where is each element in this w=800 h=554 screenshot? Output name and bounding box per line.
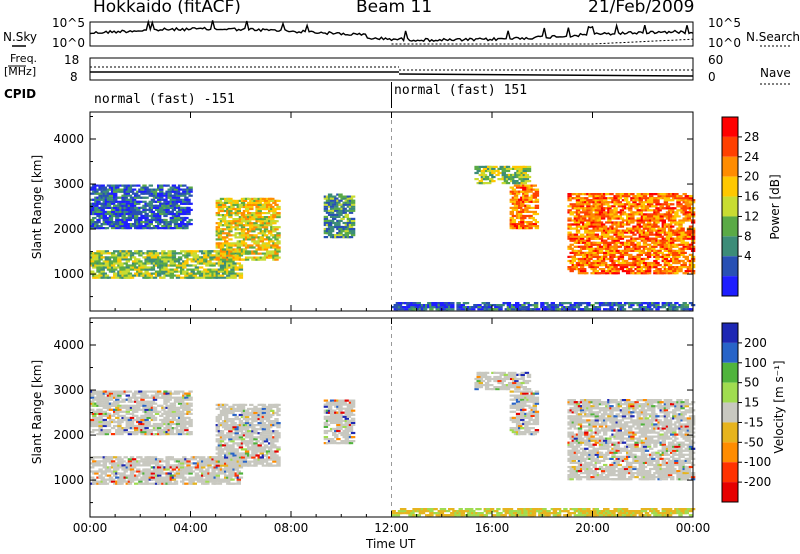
velocity-colorbar-tick-label: 50: [744, 376, 759, 390]
power-colorbar-swatch: [722, 276, 738, 296]
velocity-colorbar-swatch: [722, 422, 738, 443]
velocity-colorbar-tick-label: -100: [744, 455, 771, 469]
power-ytick-label: 3000: [53, 177, 84, 191]
nsky-tick-high: 10^5: [52, 16, 85, 30]
power-colorbar-tick-label: 28: [744, 130, 759, 144]
power-colorbar-swatch: [722, 176, 738, 197]
velocity-echo-cells: [90, 371, 696, 517]
nsky-series: [89, 19, 694, 43]
x-axis-label: Time UT: [366, 537, 416, 551]
x-tick-label: 20:00: [575, 521, 610, 535]
station-title: Hokkaido (fitACF): [93, 0, 241, 17]
nave-tick-low: 0: [708, 70, 716, 84]
power-colorbar-swatch: [722, 216, 738, 237]
nsearch-tick-low: 10^0: [708, 36, 741, 50]
power-colorbar-tick-label: 24: [744, 150, 759, 164]
nsearch-tick-high: 10^5: [708, 16, 741, 30]
velocity-colorbar-tick-label: 200: [744, 336, 767, 350]
power-colorbar-tick-label: 16: [744, 190, 759, 204]
freq-panel-frame: [89, 57, 694, 81]
velocity-colorbar-swatch: [722, 382, 738, 403]
freq-tick-high: 18: [64, 53, 80, 67]
cpid-label: CPID: [4, 87, 37, 101]
velocity-ytick-label: 3000: [53, 383, 84, 397]
power-colorbar-tick-label: 20: [744, 170, 759, 184]
x-tick-label: 00:00: [676, 521, 711, 535]
velocity-colorbar-swatch: [722, 342, 738, 363]
nsky-label: N.Sky: [3, 30, 38, 44]
power-colorbar-swatch: [722, 117, 738, 137]
nave-label: Nave: [760, 66, 791, 80]
x-tick-label: 12:00: [374, 521, 409, 535]
power-colorbar-swatch: [722, 156, 738, 177]
freq-tick-low: 8: [70, 70, 78, 84]
power-colorbar-swatch: [722, 236, 738, 257]
velocity-colorbar-swatch: [722, 462, 738, 483]
x-tick-label: 16:00: [475, 521, 510, 535]
power-colorbar-tick-label: 8: [744, 229, 752, 243]
nsearch-label: N.Search: [746, 30, 800, 44]
velocity-colorbar-swatch: [722, 402, 738, 423]
freq-unit: [MHz]: [4, 65, 37, 78]
freq-label: Freq.: [10, 52, 38, 65]
velocity-colorbar-swatch: [722, 482, 738, 502]
power-echo-cells: [90, 165, 696, 311]
freq-series-2: [399, 73, 694, 77]
power-ytick-label: 2000: [53, 222, 84, 236]
beam-title: Beam 11: [356, 0, 433, 17]
velocity-colorbar-tick-label: 15: [744, 396, 759, 410]
velocity-colorbar-swatch: [722, 442, 738, 463]
power-colorbar-swatch: [722, 136, 738, 157]
date-title: 21/Feb/2009: [588, 0, 695, 17]
power-colorbar-swatch: [722, 196, 738, 217]
velocity-colorbar-frame: [721, 322, 739, 503]
velocity-colorbar-swatch: [722, 323, 738, 343]
velocity-colorbar-tick-label: -200: [744, 475, 771, 489]
cpid-segment-2: normal (fast) 151: [394, 83, 528, 98]
velocity-ytick-label: 4000: [53, 338, 84, 352]
power-ytick-label: 4000: [53, 132, 84, 146]
power-ytick-label: 1000: [53, 267, 84, 281]
velocity-colorbar-tick-label: -50: [744, 435, 764, 449]
power-colorbar-tick-label: 12: [744, 209, 759, 223]
nsky-panel-frame: [89, 21, 694, 47]
velocity-colorbar-tick-label: -15: [744, 415, 764, 429]
velocity-ytick-label: 2000: [53, 428, 84, 442]
cpid-segment-1: normal (fast) -151: [94, 92, 235, 107]
nave-tick-high: 60: [708, 53, 724, 67]
x-tick-label: 04:00: [173, 521, 208, 535]
velocity-colorbar-swatch: [722, 362, 738, 383]
power-colorbar-swatch: [722, 256, 738, 277]
velocity-colorbar-tick-label: 100: [744, 356, 767, 370]
x-tick-label: 08:00: [274, 521, 309, 535]
power-colorbar-tick-label: 4: [744, 249, 752, 263]
velocity-ytick-label: 1000: [53, 473, 84, 487]
nsky-tick-low: 10^0: [52, 36, 85, 50]
x-tick-label: 00:00: [73, 521, 108, 535]
power-colorbar-frame: [721, 116, 739, 297]
